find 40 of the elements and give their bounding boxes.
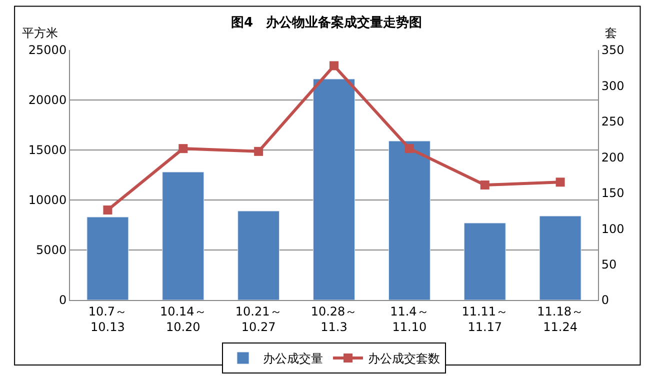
y-tick-label: 20000: [28, 93, 67, 108]
bar: [388, 140, 430, 300]
point: [404, 144, 414, 154]
bar: [313, 78, 355, 300]
bar: [464, 222, 506, 300]
bar: [162, 172, 204, 300]
y-tick-label: 0: [58, 293, 67, 308]
y2-tick-label: 350: [601, 43, 624, 58]
y-tick-label: 25000: [28, 43, 67, 58]
y-tick-label: 15000: [28, 143, 67, 158]
y-axis-title: 平方米: [22, 26, 58, 40]
y2-tick-label: 0: [601, 293, 610, 308]
y2-tick-label: 200: [601, 150, 624, 164]
x-tick-label: 11.4～ 11.10: [390, 304, 429, 334]
point: [480, 180, 490, 190]
legend-label: 办公成交量: [263, 352, 323, 366]
y2-tick-label: 50: [601, 257, 617, 272]
y-tick-label: 10000: [28, 193, 67, 208]
point: [254, 146, 264, 156]
legend-label: 办公成交套数: [368, 352, 440, 366]
x-tick-label: 10.14～ 10.20: [160, 304, 206, 334]
y-tick-label: 5000: [36, 243, 67, 258]
y2-tick-label: 300: [601, 78, 624, 93]
bar: [238, 210, 280, 300]
bar: [86, 216, 129, 300]
y2-axis-title: 套: [605, 26, 617, 40]
y2-tick-label: 100: [601, 222, 624, 236]
x-tick-label: 11.18～ 11.24: [537, 304, 584, 334]
x-tick-label: 11.11～ 11.17: [462, 304, 508, 334]
x-tick-label: 10.21～ 10.27: [235, 304, 282, 334]
bar: [539, 216, 582, 300]
point: [330, 61, 338, 70]
y2-tick-label: 250: [601, 114, 624, 129]
point: [103, 206, 112, 214]
chart-title: 图4 办公物业备案成交量走势图: [230, 14, 422, 30]
point: [178, 144, 188, 154]
y2-tick-label: 150: [601, 186, 624, 200]
point: [556, 178, 565, 187]
x-tick-label: 10.28～ 11.3: [310, 304, 358, 334]
x-tick-label: 10.7～ 10.13: [88, 304, 128, 334]
